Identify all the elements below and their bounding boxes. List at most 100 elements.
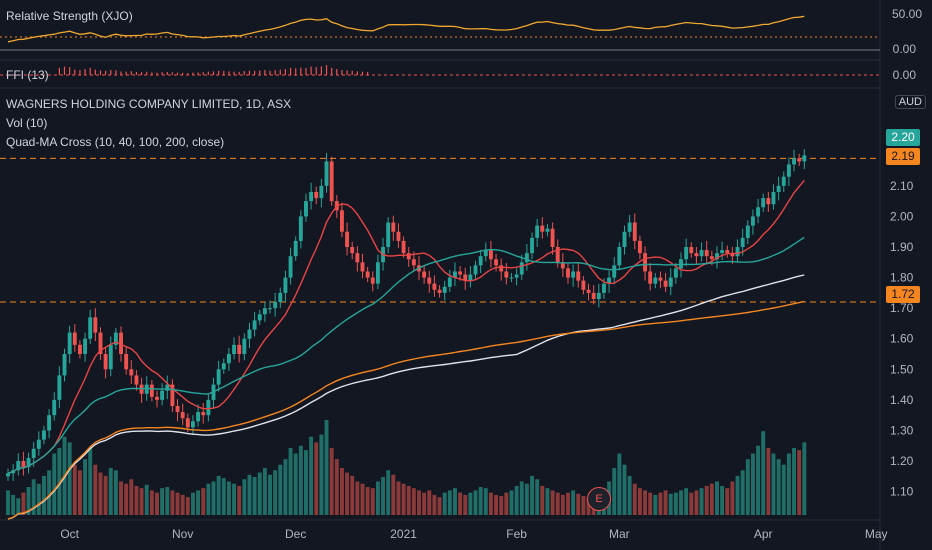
volume-bar: [417, 490, 421, 515]
quad-ma-label[interactable]: Quad-MA Cross (10, 40, 100, 200, close): [6, 135, 225, 149]
volume-bar: [252, 477, 257, 515]
volume-bar: [165, 487, 170, 515]
candle-body: [591, 292, 596, 299]
candle-body: [257, 314, 262, 321]
candle-body: [201, 412, 206, 416]
volume-bar: [571, 490, 576, 515]
candle-body: [47, 415, 52, 431]
volume-bar: [560, 494, 565, 515]
candle-body: [530, 237, 534, 254]
volume-bar: [802, 442, 807, 515]
ffi-bar: [331, 67, 333, 75]
volume-bar: [134, 485, 139, 515]
volume-bar: [21, 492, 26, 515]
volume-bar: [175, 492, 180, 515]
candle-body: [735, 247, 740, 257]
volume-bar: [298, 445, 303, 515]
ffi-bar: [110, 69, 112, 75]
volume-bar: [684, 488, 689, 515]
volume-bar: [781, 464, 786, 515]
volume-bar: [411, 488, 416, 515]
y-tick-label: 2.00: [890, 209, 914, 223]
volume-bar: [494, 494, 499, 515]
y-tick-label: 1.70: [890, 301, 914, 315]
ffi-bar: [135, 71, 138, 75]
symbol-title[interactable]: WAGNERS HOLDING COMPANY LIMITED, 1D, ASX: [6, 97, 292, 111]
volume-bar: [401, 483, 406, 515]
candle-body: [725, 250, 730, 254]
volume-bar: [792, 447, 796, 515]
volume-bar: [170, 490, 175, 515]
volume-bar: [720, 485, 725, 515]
ffi-bar: [279, 69, 281, 75]
y-tick-label: 1.10: [890, 485, 914, 499]
volume-bar: [160, 488, 165, 515]
ffi-bar: [94, 69, 96, 75]
currency-badge[interactable]: AUD: [894, 95, 926, 109]
volume-bar: [314, 442, 319, 515]
ffi-bar: [105, 70, 107, 75]
candle-body: [309, 191, 314, 202]
ffi-bar: [176, 72, 179, 75]
ffi-bar: [336, 69, 338, 75]
candle-body: [550, 228, 555, 248]
ffi-bar: [320, 66, 322, 75]
volume-bar: [627, 475, 632, 515]
volume-bar: [458, 492, 463, 515]
candle-body: [149, 384, 154, 397]
candle-body: [355, 253, 360, 263]
volume-bar: [504, 492, 509, 515]
candle-body: [72, 332, 77, 345]
candle-body: [699, 250, 704, 257]
candle-body: [648, 271, 653, 284]
ffi-bar: [130, 71, 132, 75]
volume-bar: [324, 420, 329, 515]
candle-body: [612, 265, 617, 278]
volume-bar: [437, 497, 442, 515]
rs-line: [7, 15, 805, 43]
candle-body: [155, 396, 159, 400]
volume-bar: [11, 494, 16, 515]
candle-body: [190, 421, 195, 428]
volume-indicator-label[interactable]: Vol (10): [6, 116, 48, 130]
ffi-bar: [120, 71, 122, 75]
candle-body: [329, 161, 334, 202]
volume-bar: [756, 445, 761, 515]
candle-body: [165, 384, 170, 391]
candle-body: [427, 277, 432, 284]
ffi-bar: [171, 72, 173, 75]
ffi-bar: [233, 71, 235, 75]
ffi-indicator-label[interactable]: FFI (13): [6, 68, 49, 82]
candle-body: [653, 277, 658, 284]
ffi-bar: [238, 71, 240, 75]
ffi-bar: [166, 72, 168, 75]
volume-bar: [499, 496, 504, 515]
candle-body: [709, 256, 714, 260]
volume-bar: [206, 483, 211, 515]
volume-bar: [612, 468, 617, 515]
y-tick-label: 1.20: [890, 454, 914, 468]
volume-bar: [524, 483, 529, 515]
ffi-bar: [367, 72, 369, 75]
volume-bar: [257, 472, 262, 515]
volume-bar: [278, 464, 283, 515]
volume-bar: [673, 492, 678, 515]
ffi-bar: [295, 68, 297, 75]
candle-body: [350, 247, 355, 254]
candle-body: [206, 399, 211, 416]
volume-bar: [453, 488, 457, 515]
level-low-tag: 1.72: [886, 286, 920, 303]
volume-bar: [776, 459, 781, 515]
volume-bar: [704, 485, 709, 515]
ffi-bar: [207, 71, 209, 75]
volume-bar: [679, 490, 683, 515]
earnings-marker[interactable]: E: [587, 487, 611, 511]
candle-body: [62, 354, 67, 376]
ffi-bar: [315, 67, 317, 75]
volume-bar: [761, 431, 766, 515]
candle-body: [535, 225, 540, 238]
ffi-bar: [192, 72, 194, 75]
ffi-axis-zero: 0.00: [892, 68, 916, 82]
rs-indicator-label[interactable]: Relative Strength (XJO): [6, 9, 133, 23]
